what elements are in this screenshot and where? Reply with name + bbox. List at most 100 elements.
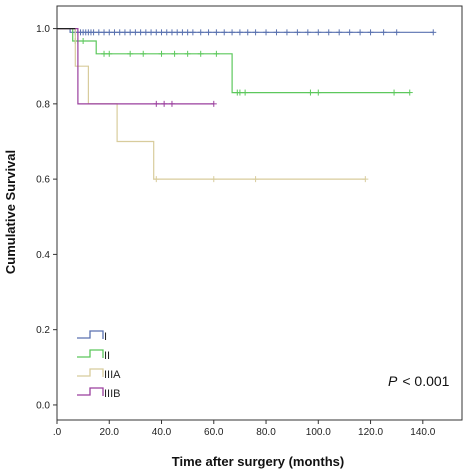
legend-i-swatch — [77, 330, 104, 339]
legend-iiib-label: IIIB — [104, 388, 121, 400]
series-iiib-censor-mark — [168, 100, 175, 107]
x-tick-label: 140.0 — [410, 427, 435, 438]
series-i-censor-mark — [221, 29, 228, 36]
series-i-censor-mark — [252, 29, 259, 36]
series-i-censor-mark — [121, 29, 128, 36]
series-i-censor-mark — [142, 29, 149, 36]
legend-iiib-swatch — [77, 387, 104, 396]
series-i-censor-mark — [336, 29, 343, 36]
legend-iiia-swatch — [77, 368, 104, 377]
series-ii-censor-mark — [127, 50, 134, 57]
y-axis-ticks: 0.0 0.2 0.4 0.6 0.8 1.0 — [36, 24, 57, 411]
series-i-censor-mark — [430, 29, 437, 36]
y-tick-label: 0.4 — [36, 250, 50, 261]
legend-iiia-label: IIIA — [104, 369, 121, 381]
series-ii-censor-mark — [315, 89, 322, 96]
series-iiib-censor-mark — [210, 100, 217, 107]
series-i-censor-mark — [179, 29, 186, 36]
series-i-censor-mark — [163, 29, 170, 36]
series-ii-censor-mark — [406, 89, 413, 96]
series-i-censor-mark — [346, 29, 353, 36]
series-ii-censor-mark — [391, 89, 398, 96]
x-tick-label: .0 — [53, 427, 62, 438]
series-iiib-censor-mark — [153, 100, 160, 107]
series-i-censor-mark — [153, 29, 160, 36]
series-i-censor-mark — [229, 29, 236, 36]
series-ii-curve — [57, 28, 410, 94]
series-i-censor-mark — [184, 29, 191, 36]
series-iiia-censor-mark — [210, 176, 217, 183]
series-i-censor-mark — [213, 29, 220, 36]
x-tick-label: 40.0 — [152, 427, 172, 438]
y-tick-label: 0.2 — [36, 325, 50, 336]
series-i-censor-mark — [244, 29, 251, 36]
series-ii-censor-mark — [184, 50, 191, 57]
series-i-censor-mark — [325, 29, 332, 36]
series-i-censor-mark — [127, 29, 134, 36]
series-i-censor-mark — [367, 29, 374, 36]
series-iiib-censor-mark — [161, 100, 168, 107]
series-i-censor-mark — [148, 29, 155, 36]
series-i-censor-mark — [168, 29, 175, 36]
series-ii-censor-mark — [171, 50, 178, 57]
series-i-censor-mark — [106, 29, 113, 36]
series-i-censor-mark — [158, 29, 165, 36]
series-i-censor-mark — [315, 29, 322, 36]
legend-ii-label: II — [104, 350, 110, 362]
x-axis-ticks: .0 20.0 40.0 60.0 80.0 100.0 120.0 140.0 — [53, 420, 436, 438]
series-ii-censor-mark — [213, 50, 220, 57]
series-i-censor-mark — [137, 29, 144, 36]
series-i-censor-mark — [95, 29, 102, 36]
series-i-censor-mark — [236, 29, 243, 36]
p-value-text: < 0.001 — [402, 373, 449, 389]
series-ii-censor-mark — [197, 50, 204, 57]
series-ii-censor-mark — [242, 89, 249, 96]
series-i-censor-mark — [304, 29, 311, 36]
series-iiia-censor-mark — [252, 176, 259, 183]
series-ii-censor-mark — [236, 89, 243, 96]
series-i-censor-mark — [263, 29, 270, 36]
x-tick-label: 20.0 — [100, 427, 120, 438]
series-ii-censor-mark — [80, 38, 87, 45]
series-iiia-censor-mark — [362, 176, 369, 183]
series-i-censor-mark — [273, 29, 280, 36]
series-i-censor-mark — [283, 29, 290, 36]
series-ii-censor-mark — [307, 89, 314, 96]
series-i-censor-mark — [294, 29, 301, 36]
series-ii-censor-mark — [106, 50, 113, 57]
series-i-censor-mark — [205, 29, 212, 36]
p-value-symbol: P — [388, 373, 398, 389]
plot-frame — [56, 5, 463, 421]
x-tick-label: 120.0 — [358, 427, 383, 438]
series-i-censor-mark — [189, 29, 196, 36]
series-i-censor-mark — [116, 29, 123, 36]
y-axis-title: Cumulative Survival — [3, 150, 18, 274]
survival-curves — [57, 28, 437, 183]
series-i-censor-mark — [132, 29, 139, 36]
series-i-censor-mark — [393, 29, 400, 36]
series-i-censor-mark — [174, 29, 181, 36]
x-axis-title: Time after surgery (months) — [172, 454, 344, 469]
x-tick-label: 100.0 — [306, 427, 331, 438]
series-i-censor-mark — [380, 29, 387, 36]
x-tick-label: 60.0 — [204, 427, 224, 438]
legend-ii-swatch — [77, 349, 104, 358]
series-i-censor-mark — [357, 29, 364, 36]
y-tick-label: 0.8 — [36, 99, 50, 110]
series-ii-censor-mark — [101, 50, 108, 57]
series-i-censor-mark — [101, 29, 108, 36]
x-tick-label: 80.0 — [256, 427, 276, 438]
y-tick-label: 1.0 — [36, 24, 50, 35]
series-iiia-censor-mark — [153, 176, 160, 183]
series-i-censor-mark — [197, 29, 204, 36]
y-tick-label: 0.0 — [36, 400, 50, 411]
series-ii-censor-mark — [140, 50, 147, 57]
series-ii-censor-mark — [158, 50, 165, 57]
legend-i-label: I — [104, 331, 107, 343]
y-tick-label: 0.6 — [36, 175, 50, 186]
p-value-annotation: P < 0.001 — [388, 373, 450, 389]
series-i-censor-mark — [90, 29, 97, 36]
